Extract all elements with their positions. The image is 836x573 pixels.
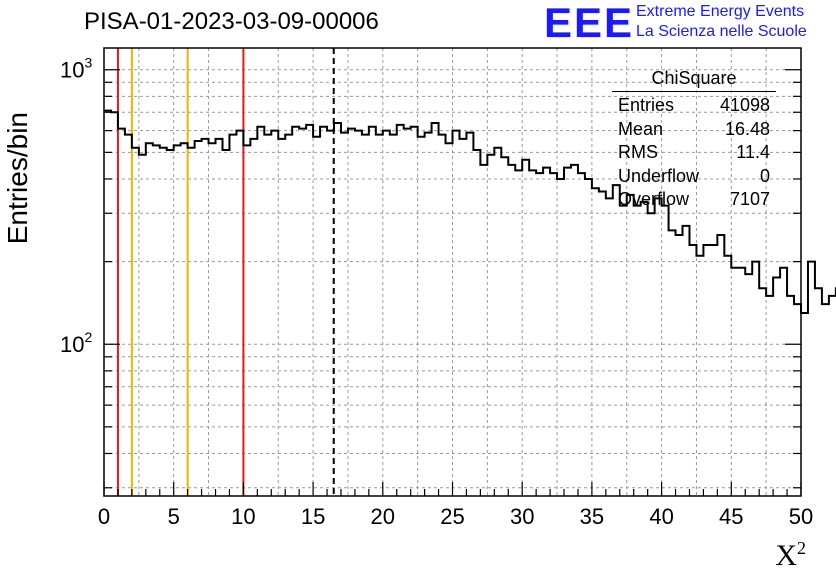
y-axis-label: Entries/bin bbox=[2, 112, 34, 244]
logo-line-2: La Scienza nelle Scuole bbox=[636, 23, 807, 41]
stats-label: Underflow bbox=[618, 165, 699, 189]
stats-row-overflow: Overflow 7107 bbox=[612, 188, 776, 212]
marker-lines bbox=[118, 48, 334, 496]
y-tick-label: 102 bbox=[60, 329, 92, 357]
x-tick-label: 0 bbox=[98, 504, 110, 529]
stats-value: 0 bbox=[760, 165, 770, 189]
stats-box: ChiSquare Entries 41098 Mean 16.48 RMS 1… bbox=[612, 68, 776, 212]
x-tick-label: 10 bbox=[231, 504, 255, 529]
stats-value: 7107 bbox=[730, 188, 770, 212]
stats-row-mean: Mean 16.48 bbox=[612, 118, 776, 142]
x-tick-label: 20 bbox=[371, 504, 395, 529]
x-tick-label: 35 bbox=[580, 504, 604, 529]
stats-label: Mean bbox=[618, 118, 663, 142]
logo-line-1: Extreme Energy Events bbox=[636, 3, 804, 21]
x-axis-label-base: X bbox=[775, 539, 797, 572]
x-tick-label: 25 bbox=[440, 504, 464, 529]
eee-logo: EEE bbox=[544, 2, 634, 44]
stats-label: RMS bbox=[618, 141, 658, 165]
stats-label: Overflow bbox=[618, 188, 689, 212]
chart-title: PISA-01-2023-03-09-00006 bbox=[84, 8, 379, 36]
x-axis-label: X2 bbox=[775, 538, 806, 573]
x-tick-label: 50 bbox=[789, 504, 813, 529]
stats-row-underflow: Underflow 0 bbox=[612, 165, 776, 189]
x-axis-label-superscript: 2 bbox=[797, 538, 806, 558]
x-tick-label: 5 bbox=[168, 504, 180, 529]
stats-row-entries: Entries 41098 bbox=[612, 94, 776, 118]
x-tick-label: 30 bbox=[510, 504, 534, 529]
y-tick-exponent: 2 bbox=[84, 329, 92, 345]
stats-label: Entries bbox=[618, 94, 674, 118]
y-tick-label: 103 bbox=[60, 55, 92, 83]
stats-title: ChiSquare bbox=[612, 68, 776, 92]
y-tick-exponent: 3 bbox=[84, 55, 92, 71]
y-tick-base: 10 bbox=[60, 332, 84, 357]
x-tick-label: 45 bbox=[719, 504, 743, 529]
y-tick-base: 10 bbox=[60, 58, 84, 83]
x-tick-label: 15 bbox=[301, 504, 325, 529]
stats-value: 11.4 bbox=[736, 141, 770, 165]
x-tick-label: 40 bbox=[649, 504, 673, 529]
stats-row-rms: RMS 11.4 bbox=[612, 141, 776, 165]
stats-value: 41098 bbox=[720, 94, 770, 118]
stats-value: 16.48 bbox=[725, 118, 770, 142]
